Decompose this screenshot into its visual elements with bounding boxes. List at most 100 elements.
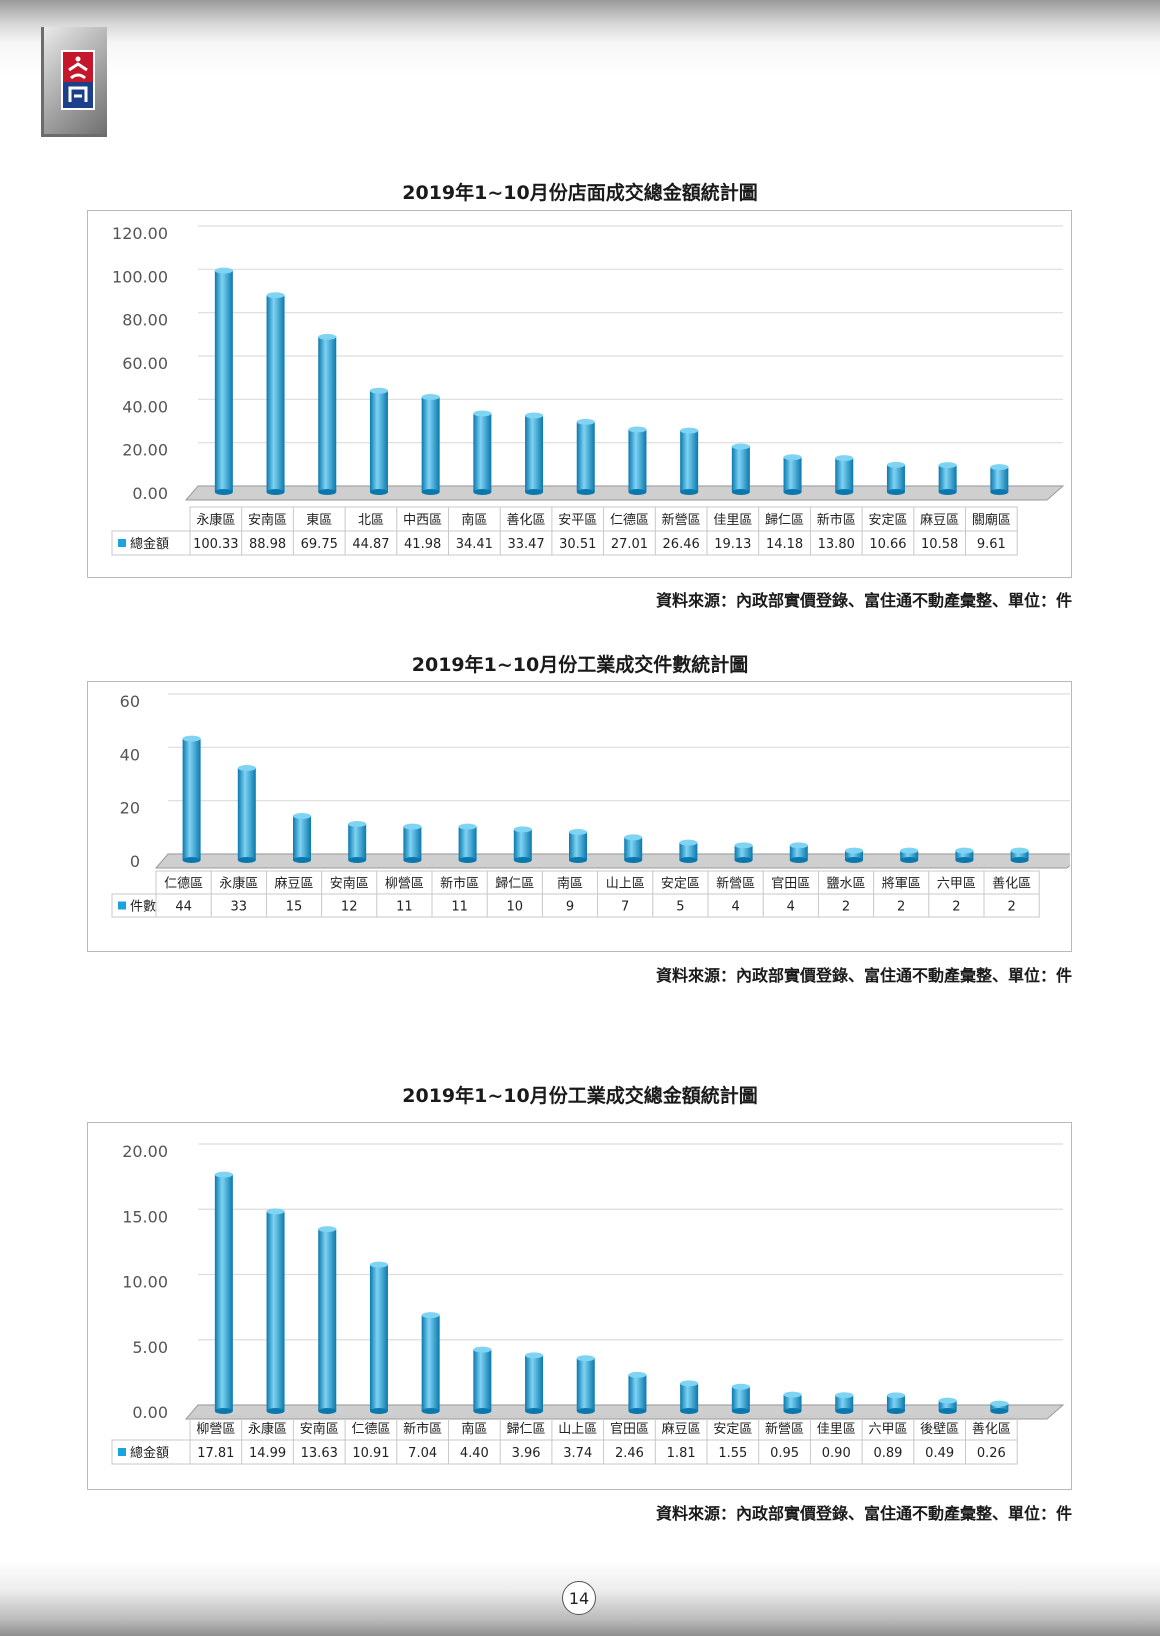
- data-label: 12: [341, 900, 358, 915]
- bar-body: [731, 1386, 750, 1411]
- bar: [731, 1383, 750, 1414]
- bar: [731, 443, 750, 495]
- bar: [348, 821, 367, 863]
- y-tick-label: 0: [130, 852, 140, 871]
- data-label: 1.55: [718, 1446, 747, 1461]
- chart-1: 0.00 20.00 40.00 60.00 80.00 100.00 120.00 永康區安…: [87, 210, 1072, 578]
- bar-top: [1010, 847, 1029, 854]
- bar: [421, 1312, 440, 1414]
- bar-base: [266, 489, 285, 495]
- bar: [835, 455, 854, 495]
- bar: [938, 462, 957, 495]
- bar-top: [628, 1371, 647, 1378]
- bar-body: [458, 826, 477, 860]
- bar-top: [458, 823, 477, 830]
- bar-top: [680, 427, 699, 434]
- bar-body: [990, 1403, 1009, 1411]
- bar-body: [473, 1349, 492, 1411]
- data-label: 10.66: [869, 537, 906, 552]
- data-label: 4: [731, 900, 739, 915]
- x-tick-label: 麻豆區: [662, 1422, 701, 1437]
- bar-body: [900, 850, 919, 860]
- bar-top: [576, 1355, 595, 1362]
- bar: [734, 842, 753, 863]
- bar: [458, 823, 477, 863]
- bar-body: [938, 465, 957, 492]
- bar-body: [421, 1315, 440, 1411]
- x-tick-label: 安南區: [330, 876, 369, 892]
- data-label: 9: [566, 900, 574, 915]
- bar: [783, 1391, 802, 1414]
- bar: [266, 1208, 285, 1414]
- data-label: 0.49: [925, 1446, 954, 1461]
- bar-base: [473, 489, 492, 495]
- chart-3-source: 資料來源：內政部實價登錄、富住通不動產彙整、單位：件: [655, 1504, 1072, 1523]
- x-tick-label: 中西區: [403, 513, 442, 528]
- y-tick-label: 40: [120, 745, 140, 764]
- bar-base: [783, 1408, 802, 1414]
- bar-base: [835, 489, 854, 495]
- bar: [513, 826, 532, 863]
- x-tick-label: 安南區: [300, 1421, 339, 1437]
- header-band: [0, 0, 1160, 78]
- bar: [1010, 847, 1029, 863]
- bar-top: [783, 454, 802, 461]
- data-label: 0.26: [977, 1446, 1006, 1461]
- chart-1-svg: 0.0020.0040.0060.0080.00100.00120.00永康區安…: [111, 224, 1065, 556]
- data-label: 7.04: [408, 1446, 437, 1461]
- bar-base: [318, 489, 337, 495]
- x-tick-label: 善化區: [507, 512, 546, 528]
- y-tick-label: 0.00: [132, 484, 168, 503]
- bar-body: [513, 829, 532, 860]
- data-label: 14.18: [766, 537, 803, 552]
- data-label: 88.98: [249, 537, 286, 552]
- legend-swatch: [118, 1448, 126, 1456]
- data-label: 44.87: [352, 537, 389, 552]
- x-tick-label: 將軍區: [882, 877, 921, 892]
- data-label: 30.51: [559, 537, 596, 552]
- bar-base: [421, 1408, 440, 1414]
- data-label: 27.01: [611, 537, 648, 552]
- data-label: 44: [175, 900, 192, 915]
- bar: [369, 1261, 388, 1414]
- legend-cell: [111, 1439, 191, 1465]
- bar: [318, 1226, 337, 1414]
- bar-body: [845, 850, 863, 860]
- bar-base: [680, 1408, 699, 1414]
- bar-base: [624, 857, 643, 863]
- bar-top: [473, 1346, 492, 1353]
- bar: [525, 1352, 544, 1414]
- bar-base: [293, 857, 311, 863]
- bar-base: [900, 857, 919, 863]
- bar-top: [624, 834, 643, 841]
- bar-base: [525, 1408, 544, 1414]
- bar-body: [628, 429, 647, 492]
- data-label: 10.58: [921, 537, 958, 552]
- y-tick-label: 5.00: [132, 1338, 168, 1357]
- bar: [628, 426, 647, 495]
- bar-top: [293, 813, 311, 819]
- bar: [266, 292, 285, 495]
- data-label: 13.63: [301, 1446, 338, 1461]
- chart-1-title: 2019年1~10月份店面成交總金額統計圖: [402, 182, 758, 204]
- x-tick-label: 永康區: [196, 512, 235, 528]
- x-tick-label: 新營區: [765, 1421, 804, 1437]
- bar-top: [569, 829, 587, 835]
- data-label: 2: [897, 900, 905, 915]
- x-tick-label: 安定區: [713, 1422, 752, 1437]
- data-label: 0.89: [873, 1446, 902, 1461]
- bar-base: [403, 857, 422, 863]
- bar: [783, 454, 802, 495]
- data-label: 2: [952, 900, 960, 915]
- bar-top: [990, 464, 1009, 471]
- legend-swatch: [118, 539, 126, 547]
- x-tick-label: 鹽水區: [826, 877, 865, 892]
- data-label: 3.96: [512, 1446, 541, 1461]
- y-tick-label: 60.00: [122, 354, 168, 373]
- data-label: 34.41: [456, 537, 493, 552]
- bar-body: [182, 738, 201, 860]
- x-tick-label: 山上區: [558, 1422, 597, 1437]
- x-tick-label: 永康區: [219, 876, 258, 892]
- bar-top: [525, 1352, 544, 1359]
- bar-base: [886, 1408, 905, 1414]
